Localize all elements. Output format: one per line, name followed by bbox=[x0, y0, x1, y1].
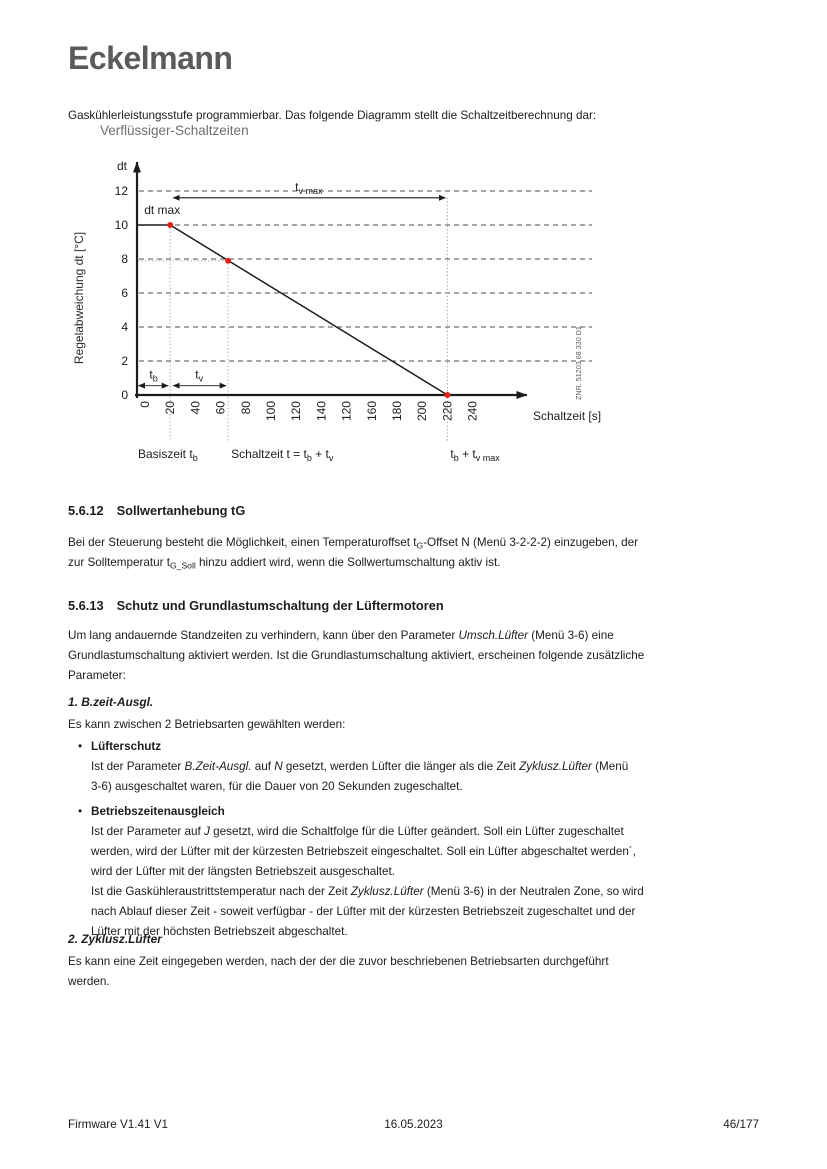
svg-text:160: 160 bbox=[365, 401, 379, 421]
svg-text:40: 40 bbox=[188, 401, 202, 415]
data-line bbox=[137, 224, 448, 396]
svg-text:10: 10 bbox=[115, 218, 129, 232]
svg-text:100: 100 bbox=[264, 401, 278, 421]
chart-title: Verflüssiger-Schaltzeiten bbox=[100, 123, 249, 138]
axis-caption: tb + tv max bbox=[450, 447, 500, 463]
betriebsarten-line: Es kann zwischen 2 Betriebsarten gewählt… bbox=[68, 718, 346, 731]
svg-text:80: 80 bbox=[239, 401, 253, 415]
list-item: • Betriebszeitenausgleich Ist der Parame… bbox=[78, 802, 768, 942]
subheading-zyklusz-luefter: 2. Zyklusz.Lüfter bbox=[68, 932, 162, 946]
page-footer: Firmware V1.41 V1 16.05.2023 46/177 bbox=[68, 1118, 759, 1131]
footer-firmware: Firmware V1.41 V1 bbox=[68, 1118, 169, 1131]
axis-caption: Basiszeit tb bbox=[138, 447, 198, 463]
footer-page-number: 46/177 bbox=[723, 1118, 759, 1131]
svg-text:120: 120 bbox=[289, 401, 303, 421]
svg-text:60: 60 bbox=[214, 401, 228, 415]
svg-text:220: 220 bbox=[440, 401, 454, 421]
intro-paragraph: Gaskühlerleistungsstufe programmierbar. … bbox=[68, 109, 597, 122]
schaltzeiten-diagram: 0 2 4 6 8 10 12 0 20 40 60 80 100 120 140 120 160 180 200 2… bbox=[65, 148, 605, 483]
section-5613-paragraph: Um lang andauernde Standzeiten zu verhin… bbox=[68, 629, 645, 682]
list-item: • Lüfterschutz Ist der Parameter B.Zeit-… bbox=[78, 737, 768, 797]
axes bbox=[133, 161, 528, 399]
svg-text:12: 12 bbox=[115, 184, 129, 198]
zyklusz-paragraph: Es kann eine Zeit eingegeben werden, nac… bbox=[68, 955, 609, 988]
bullet-body: Ist der Parameter auf J gesetzt, wird di… bbox=[91, 825, 644, 938]
gridlines bbox=[139, 190, 592, 362]
svg-text:0: 0 bbox=[138, 401, 152, 408]
svg-text:4: 4 bbox=[121, 320, 128, 334]
x-axis-label: Schaltzeit [s] bbox=[533, 409, 601, 423]
svg-text:6: 6 bbox=[121, 286, 128, 300]
guide-lines bbox=[138, 197, 448, 441]
svg-text:20: 20 bbox=[163, 401, 177, 415]
svg-text:240: 240 bbox=[466, 401, 480, 421]
bullet-icon: • bbox=[78, 740, 83, 753]
svg-text:200: 200 bbox=[415, 401, 429, 421]
footer-date: 16.05.2023 bbox=[384, 1118, 443, 1131]
bullet-title: Betriebszeitenausgleich bbox=[91, 805, 225, 818]
dt-max-label: dt max bbox=[144, 203, 180, 217]
svg-text:tb: tb bbox=[149, 368, 157, 384]
x-tick-labels: 0 20 40 60 80 100 120 140 120 160 180 200 220 240 bbox=[138, 401, 480, 421]
svg-text:0: 0 bbox=[121, 388, 128, 402]
svg-text:tv max: tv max bbox=[295, 180, 323, 196]
bullet-body: Ist der Parameter B.Zeit-Ausgl. auf N ge… bbox=[91, 760, 629, 793]
svg-text:tv: tv bbox=[195, 368, 203, 384]
svg-text:120: 120 bbox=[340, 401, 354, 421]
svg-text:8: 8 bbox=[121, 252, 128, 266]
svg-text:2: 2 bbox=[121, 354, 128, 368]
bullet-icon: • bbox=[78, 805, 83, 818]
section-number: 5.6.12 bbox=[68, 503, 104, 518]
data-points bbox=[167, 222, 451, 398]
y-axis-label: Regelabweichung dt [°C] bbox=[72, 232, 86, 364]
subheading-bzeit-ausgl: 1. B.zeit-Ausgl. bbox=[68, 695, 154, 709]
section-5612-paragraph: Bei der Steuerung besteht die Möglichkei… bbox=[68, 536, 638, 571]
section-title: Sollwertanhebung tG bbox=[116, 503, 246, 518]
y-tick-labels: 0 2 4 6 8 10 12 bbox=[115, 184, 129, 402]
svg-text:140: 140 bbox=[314, 401, 328, 421]
svg-text:180: 180 bbox=[390, 401, 404, 421]
axis-caption: Schaltzeit t = tb + tv bbox=[231, 447, 334, 463]
y-axis-symbol: dt bbox=[117, 159, 128, 173]
section-heading-5613: 5.6.13 Schutz und Grundlastumschaltung de… bbox=[68, 598, 444, 613]
section-title: Schutz und Grundlastumschaltung der Lüft… bbox=[116, 598, 444, 613]
drawing-number: ZNR. 51203 68 330 D1 bbox=[574, 326, 583, 400]
section-heading-5612: 5.6.12 Sollwertanhebung tG bbox=[68, 503, 245, 518]
bullet-title: Lüfterschutz bbox=[91, 740, 162, 753]
eckelmann-logo: Eckelmann bbox=[68, 40, 233, 76]
section-number: 5.6.13 bbox=[68, 598, 104, 613]
